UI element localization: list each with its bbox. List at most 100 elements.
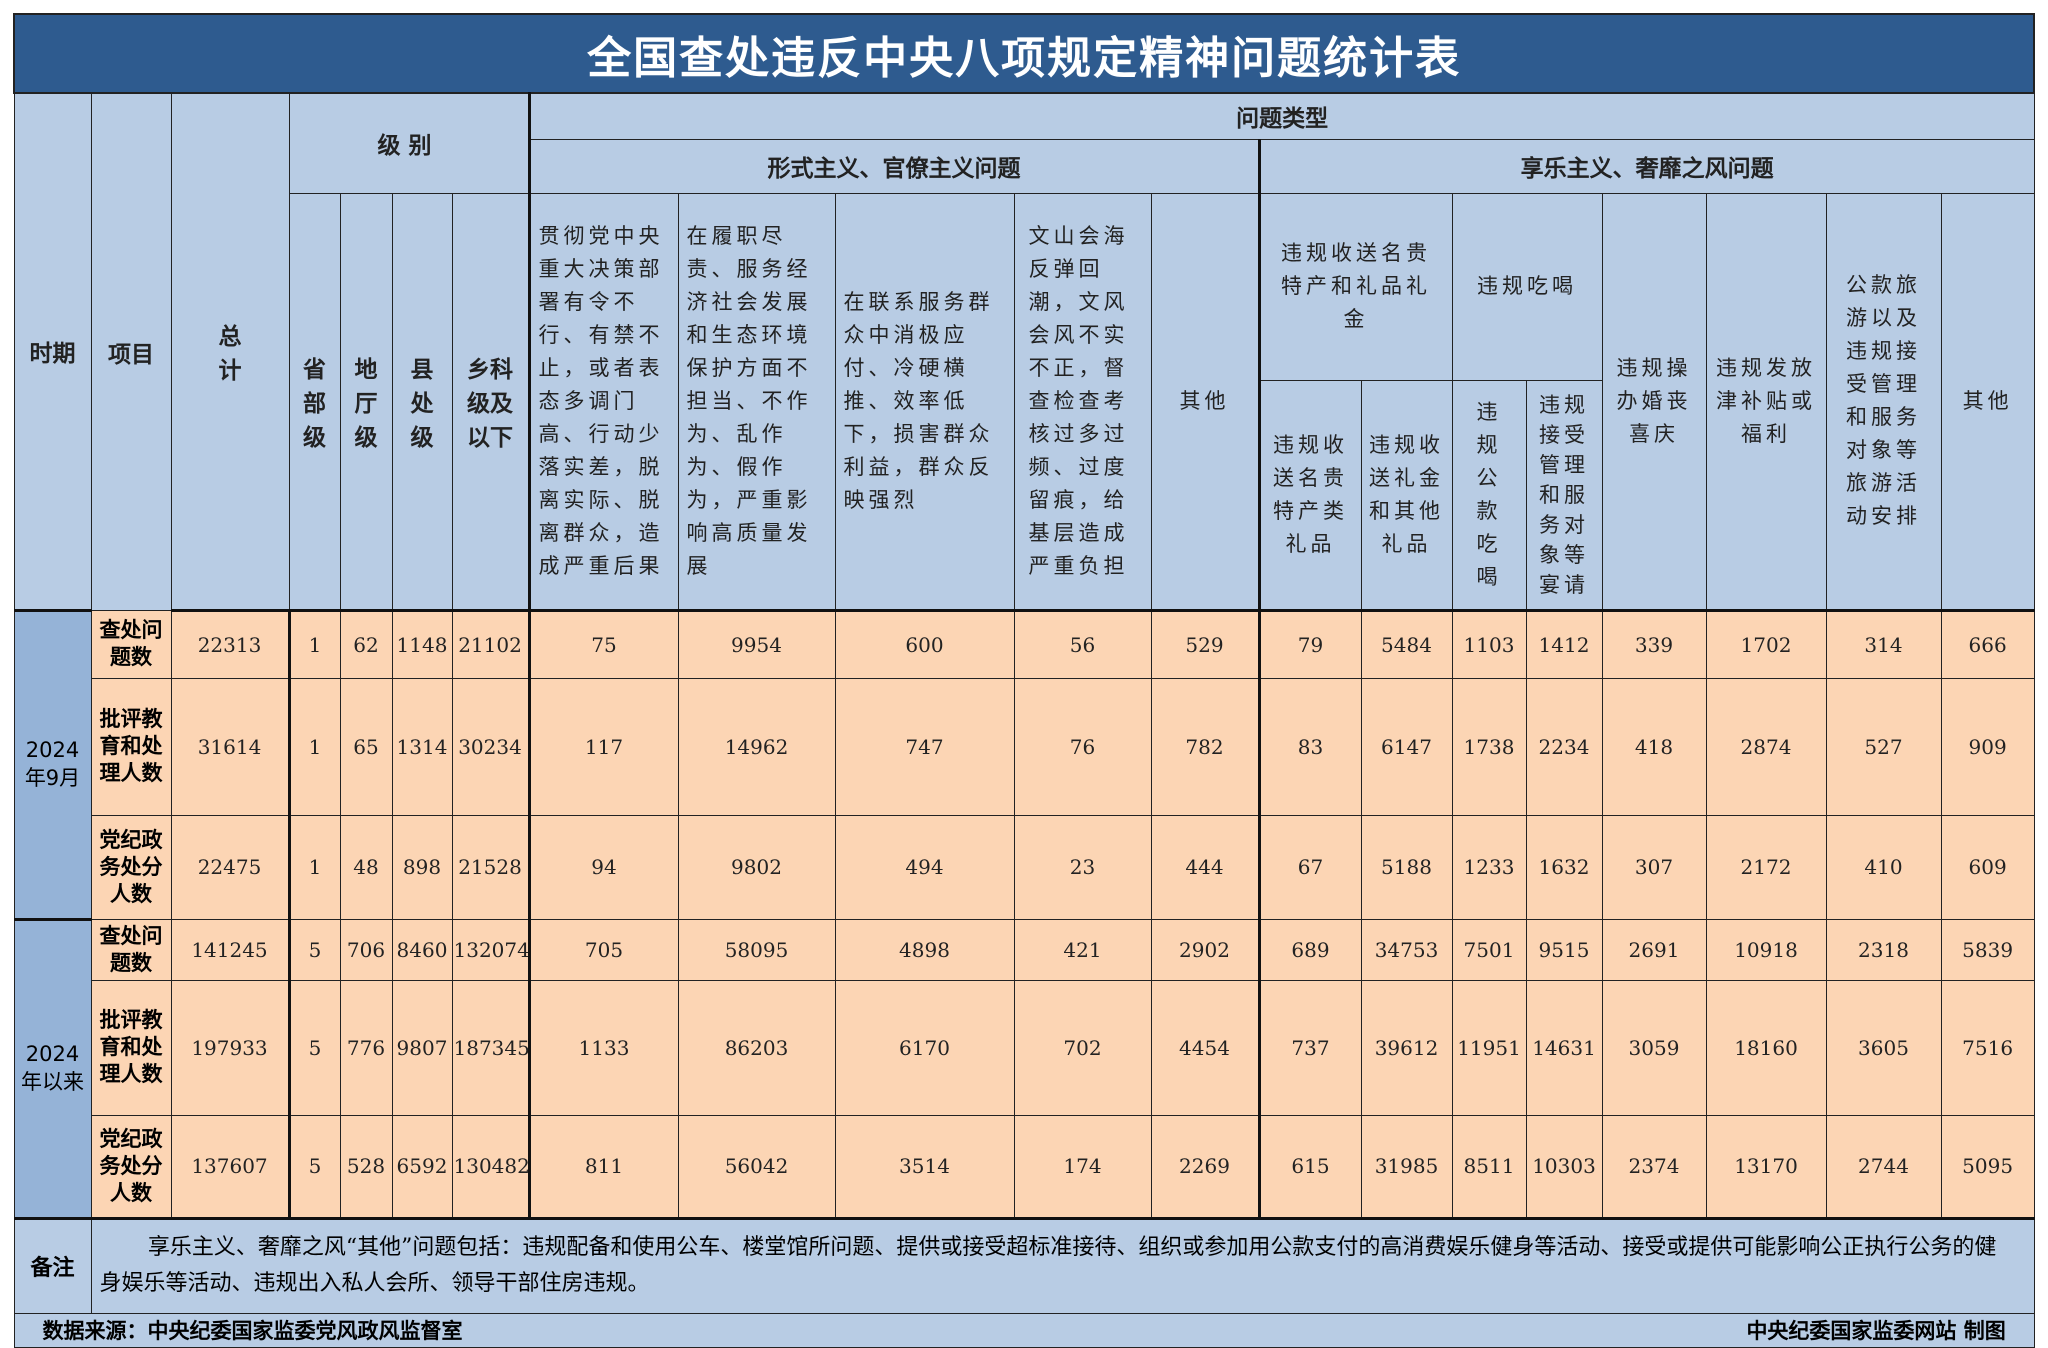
data-cell: 1148 <box>391 608 453 679</box>
data-cell: 5188 <box>1360 814 1453 920</box>
data-cell: 705 <box>527 918 679 981</box>
data-cell: 22313 <box>170 608 290 679</box>
data-cell: 444 <box>1150 814 1260 920</box>
data-cell: 5095 <box>1940 1114 2035 1219</box>
data-cell: 13170 <box>1705 1114 1827 1219</box>
data-cell: 6170 <box>834 979 1015 1116</box>
header-dining: 违规吃喝 <box>1451 192 1603 381</box>
table-title: 全国查处违反中央八项规定精神问题统计表 <box>12 13 2036 94</box>
row-item-label: 查处问题数 <box>90 609 172 679</box>
data-cell: 3514 <box>834 1114 1015 1219</box>
data-cell: 9802 <box>677 814 836 920</box>
header-formalism-2: 在履职尽责、服务经济社会发展和生态环境保护方面不担当、不作为、乱作为、假作为，严… <box>677 192 836 611</box>
header-group-formalism: 形式主义、官僚主义问题 <box>527 138 1260 194</box>
data-cell: 776 <box>339 979 393 1116</box>
data-cell: 666 <box>1940 608 2035 679</box>
data-cell: 67 <box>1257 814 1362 920</box>
data-cell: 75 <box>527 608 679 679</box>
data-cell: 600 <box>834 608 1015 679</box>
data-cell: 421 <box>1013 918 1152 981</box>
data-cell: 1133 <box>527 979 679 1116</box>
data-cell: 3059 <box>1601 979 1707 1116</box>
note-label: 备注 <box>13 1216 92 1314</box>
data-cell: 76 <box>1013 677 1152 816</box>
header-formalism-3: 在联系服务群众中消极应付、冷硬横推、效率低下，损害群众利益，群众反映强烈 <box>834 192 1015 611</box>
data-cell: 609 <box>1940 814 2035 920</box>
statistics-table: 全国查处违反中央八项规定精神问题统计表 时期 项目 总计 级别 问题类型 形式主… <box>12 13 2036 1348</box>
header-gifts-specialties: 违规收送名贵特产类礼品 <box>1257 379 1362 611</box>
header-level-province: 省部级 <box>288 192 341 611</box>
data-cell: 9807 <box>391 979 453 1116</box>
data-cell: 4454 <box>1150 979 1260 1116</box>
row-item-label: 党纪政务处分人数 <box>90 814 172 920</box>
data-cell: 2691 <box>1601 918 1707 981</box>
data-cell: 6147 <box>1360 677 1453 816</box>
note-row: 备注 享乐主义、奢靡之风“其他”问题包括：违规配备和使用公车、楼堂馆所问题、提供或… <box>13 1216 2035 1314</box>
data-cell: 30234 <box>451 677 530 816</box>
data-cell: 86203 <box>677 979 836 1116</box>
data-cell: 811 <box>527 1114 679 1219</box>
header-total: 总计 <box>170 92 290 611</box>
data-cell: 5 <box>287 1114 341 1219</box>
data-cell: 5 <box>287 918 341 981</box>
header-item: 项目 <box>90 92 172 611</box>
table-row: 2024年9月 查处问题数 22313 1 62 1148 21102 75 9954 600 56… <box>13 608 2035 920</box>
data-cell: 130482 <box>451 1114 530 1219</box>
data-cell: 9954 <box>677 608 836 679</box>
header-level-township: 乡科级及以下 <box>451 192 530 611</box>
data-cell: 898 <box>391 814 453 920</box>
header-formalism-1: 贯彻党中央重大决策部署有令不行、有禁不止，或者表态多调门高、行动少落实差，脱离实… <box>527 192 679 611</box>
header-gifts: 违规收送名贵特产和礼品礼金 <box>1257 192 1453 381</box>
data-cell: 314 <box>1825 608 1942 679</box>
data-cell: 18160 <box>1705 979 1827 1116</box>
data-cell: 31614 <box>170 677 290 816</box>
data-cell: 529 <box>1150 608 1260 679</box>
period-label: 2024年以来 <box>13 917 92 1219</box>
data-cell: 747 <box>834 677 1015 816</box>
data-cell: 1738 <box>1451 677 1527 816</box>
data-cell: 2902 <box>1150 918 1260 981</box>
data-cell: 9515 <box>1525 918 1603 981</box>
data-cell: 187345 <box>451 979 530 1116</box>
data-cell: 65 <box>339 677 393 816</box>
data-cell: 94 <box>527 814 679 920</box>
period-label: 2024年9月 <box>13 608 92 920</box>
data-cell: 689 <box>1257 918 1362 981</box>
data-cell: 2744 <box>1825 1114 1942 1219</box>
data-cell: 706 <box>339 918 393 981</box>
credit: 中央纪委国家监委网站 制图 <box>1014 1312 2035 1348</box>
data-source: 数据来源：中央纪委国家监委党风政风监督室 <box>13 1312 1014 1348</box>
data-cell: 48 <box>339 814 393 920</box>
data-cell: 1103 <box>1451 608 1527 679</box>
note-text: 享乐主义、奢靡之风“其他”问题包括：违规配备和使用公车、楼堂馆所问题、提供或接受… <box>90 1216 2035 1314</box>
data-cell: 14631 <box>1525 979 1603 1116</box>
table-row: 批评教育和处理人数 31614 1 65 1314 30234 117 14962 747 76 7… <box>14 677 2035 816</box>
data-cell: 132074 <box>451 918 530 981</box>
header-period: 时期 <box>13 92 92 611</box>
data-cell: 2318 <box>1825 918 1942 981</box>
header-travel: 公款旅游以及违规接受管理和服务对象等旅游活动安排 <box>1825 192 1942 611</box>
data-cell: 197933 <box>170 979 290 1116</box>
data-cell: 137607 <box>170 1114 290 1219</box>
data-cell: 410 <box>1825 814 1942 920</box>
data-cell: 23 <box>1013 814 1152 920</box>
data-cell: 14962 <box>677 677 836 816</box>
data-cell: 56 <box>1013 608 1152 679</box>
header-weddings: 违规操办婚丧喜庆 <box>1601 192 1707 611</box>
data-cell: 5 <box>287 979 341 1116</box>
data-cell: 339 <box>1601 608 1707 679</box>
data-cell: 528 <box>339 1114 393 1219</box>
data-cell: 39612 <box>1360 979 1453 1116</box>
header-dining-banquets: 违规接受管理和服务对象等宴请 <box>1525 379 1603 611</box>
data-cell: 5484 <box>1360 608 1453 679</box>
data-cell: 527 <box>1825 677 1942 816</box>
header-level-prefecture: 地厅级 <box>339 192 393 611</box>
row-item-label: 党纪政务处分人数 <box>90 1114 172 1219</box>
data-cell: 1 <box>287 608 341 679</box>
data-cell: 615 <box>1257 1114 1362 1219</box>
data-cell: 782 <box>1150 677 1260 816</box>
data-cell: 1 <box>287 814 341 920</box>
data-cell: 7501 <box>1451 918 1527 981</box>
data-cell: 21102 <box>451 608 530 679</box>
header-group-hedonism: 享乐主义、奢靡之风问题 <box>1257 138 2035 194</box>
